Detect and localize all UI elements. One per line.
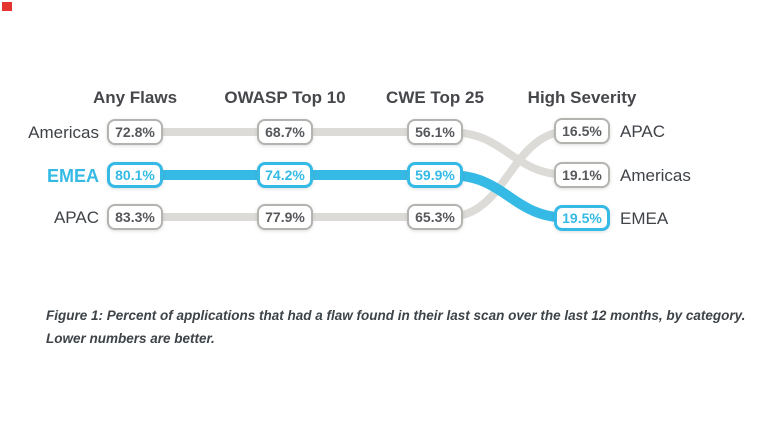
value-box-apac-owasp-top-10: 77.9%: [257, 204, 313, 230]
value-box-apac-high-severity: 16.5%: [554, 118, 610, 144]
value-box-emea-high-severity: 19.5%: [554, 205, 610, 231]
column-header-high-severity: High Severity: [527, 88, 637, 107]
row-label-right-emea: EMEA: [620, 209, 669, 228]
value-box-emea-cwe-top-25: 59.9%: [407, 162, 463, 188]
series-line-emea: [130, 170, 587, 223]
row-label-right-americas: Americas: [620, 166, 691, 185]
value-box-emea-any-flaws: 80.1%: [107, 162, 163, 188]
figure-caption-line2: Lower numbers are better.: [46, 331, 215, 346]
value-box-americas-high-severity: 19.1%: [554, 162, 610, 188]
red-square-marker: [2, 2, 12, 11]
row-label-left-apac: APAC: [53, 208, 99, 227]
value-box-apac-cwe-top-25: 65.3%: [407, 204, 463, 230]
row-label-right-apac: APAC: [620, 122, 666, 141]
row-label-left-americas: Americas: [28, 123, 99, 142]
value-box-emea-owasp-top-10: 74.2%: [257, 162, 313, 188]
row-label-left-emea: EMEA: [46, 166, 99, 186]
value-box-apac-any-flaws: 83.3%: [107, 204, 163, 230]
value-box-americas-owasp-top-10: 68.7%: [257, 119, 313, 145]
column-header-cwe-top-25: CWE Top 25: [386, 88, 484, 107]
column-header-any-flaws: Any Flaws: [92, 88, 178, 107]
figure-caption-line1: Figure 1: Percent of applications that h…: [46, 308, 746, 323]
value-box-americas-any-flaws: 72.8%: [107, 119, 163, 145]
value-box-americas-cwe-top-25: 56.1%: [407, 119, 463, 145]
column-header-owasp-top-10: OWASP Top 10: [224, 88, 346, 107]
